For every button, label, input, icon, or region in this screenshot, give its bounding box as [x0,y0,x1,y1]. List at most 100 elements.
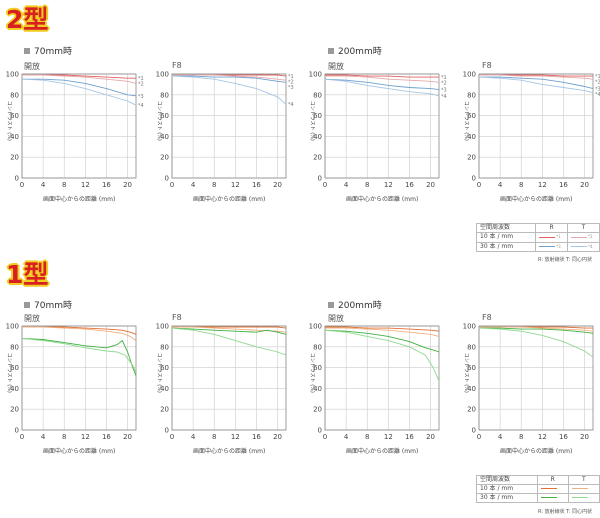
y-tick-label: 80 [10,343,19,351]
x-tick-label: 4 [191,181,196,189]
x-axis-label: 画面中心からの距離 (mm) [346,196,419,203]
legend-swatch-10r: *1 [535,232,569,243]
y-tick-label: 100 [463,71,476,79]
y-axis-label: コントラスト (%) [156,101,162,141]
x-tick-label: 8 [62,181,66,189]
type-badge-2: 2型 [6,5,49,34]
mtf-chart-1-200mm-open: 100 80 60 40 20 00 4 8 12 16 20 コントラスト (%) [309,323,440,441]
mtf-chart-2-200mm-open: 100 80 60 40 20 00 4 8 12 16 20 コントラスト (%) *1*2*3*4 [309,71,447,190]
series-marker-label: *2 [288,80,294,86]
y-tick-label: 20 [10,406,19,414]
x-tick-label: 20 [426,181,435,189]
focal-label-200mm-1: 200mm時 [328,298,382,311]
series-line [479,74,594,80]
y-axis-label: コントラスト (%) [6,101,12,141]
x-tick-label: 16 [405,433,414,441]
y-tick-label: 40 [160,133,169,141]
aperture-label: F8 [172,61,182,70]
x-tick-label: 8 [62,433,66,441]
series-line [172,326,287,333]
y-tick-label: 100 [309,71,322,79]
x-tick-label: 4 [498,181,503,189]
legend-swatch-30r [536,493,569,503]
plot-frame [478,325,594,431]
plot-frame [324,325,440,431]
x-axis-label: 画面中心からの距離 (mm) [500,196,573,203]
series-marker-label: *1 [595,74,600,80]
aperture-label: 開放 [24,62,40,71]
legend-swatch-10r [536,484,569,494]
y-axis-label: コントラスト (%) [309,353,315,393]
y-tick-label: 80 [10,91,19,99]
aperture-label: 開放 [328,62,344,71]
series-line [22,74,137,84]
y-tick-label: 60 [467,364,476,372]
legend-mark: *2 [588,234,593,239]
x-tick-label: 20 [426,433,435,441]
y-tick-label: 20 [467,406,476,414]
legend-header-r: R [536,475,569,485]
series-marker-label: *1 [288,74,294,80]
y-tick-label: 40 [313,133,322,141]
y-tick-label: 60 [10,112,19,120]
y-tick-label: 100 [156,71,169,79]
x-tick-label: 12 [538,181,547,189]
series-line [22,326,137,341]
y-tick-label: 60 [160,364,169,372]
x-tick-label: 0 [477,181,481,189]
series-line [478,76,594,94]
series-line [22,78,137,97]
series-line [171,327,287,356]
x-tick-label: 20 [580,181,589,189]
series-line [479,327,594,334]
x-tick-label: 16 [102,181,111,189]
mtf-chart-1-200mm-f8: 100 80 60 40 20 00 4 8 12 16 20 コントラスト (%) [463,323,594,441]
aperture-label: F8 [482,61,492,70]
legend-header-frequency: 空間周波数 [475,223,537,233]
mtf-chart-1-70mm-open: 100 80 60 40 20 00 4 8 12 16 20 コントラスト (%) [6,323,137,441]
y-tick-label: 20 [10,154,19,162]
x-tick-label: 0 [323,181,327,189]
y-tick-label: 100 [6,323,19,331]
y-tick-label: 40 [467,385,476,393]
legend-row-label: 10 本 / mm [475,232,537,243]
series-line [172,74,287,81]
series-marker-label: *3 [441,88,447,94]
x-axis-label: 画面中心からの距離 (mm) [43,196,116,203]
y-tick-label: 0 [318,175,322,183]
x-axis-label: 画面中心からの距離 (mm) [346,448,419,455]
x-tick-label: 8 [365,181,369,189]
aperture-label: 開放 [328,314,344,323]
series-line [324,78,440,97]
plot-frame [324,73,440,179]
y-tick-label: 0 [15,175,19,183]
series-line [21,338,137,377]
x-tick-label: 12 [384,181,393,189]
x-tick-label: 4 [41,433,46,441]
y-axis-label: コントラスト (%) [463,353,469,393]
x-tick-label: 0 [20,433,24,441]
series-marker-label: *1 [441,75,447,81]
series-line [324,78,440,91]
series-marker-label: *4 [595,92,600,98]
x-tick-label: 12 [81,181,90,189]
x-tick-label: 20 [123,181,132,189]
legend-header-frequency: 空間周波数 [476,475,538,485]
legend-swatch-10t: *2 [567,232,600,243]
y-tick-label: 80 [467,343,476,351]
y-tick-label: 60 [10,364,19,372]
y-tick-label: 100 [309,323,322,331]
x-tick-label: 8 [519,433,523,441]
x-axis-label: 画面中心からの距離 (mm) [193,448,266,455]
y-axis-label: コントラスト (%) [309,101,315,141]
focal-label-200mm-2: 200mm時 [328,44,382,57]
y-axis-label: コントラスト (%) [156,353,162,393]
series-line [21,338,137,373]
plot-frame [21,325,137,431]
x-tick-label: 12 [81,433,90,441]
x-tick-label: 8 [365,433,369,441]
y-tick-label: 0 [165,175,169,183]
legend-swatch-30r: *3 [535,241,569,252]
y-tick-label: 80 [160,343,169,351]
series-line [324,329,440,382]
